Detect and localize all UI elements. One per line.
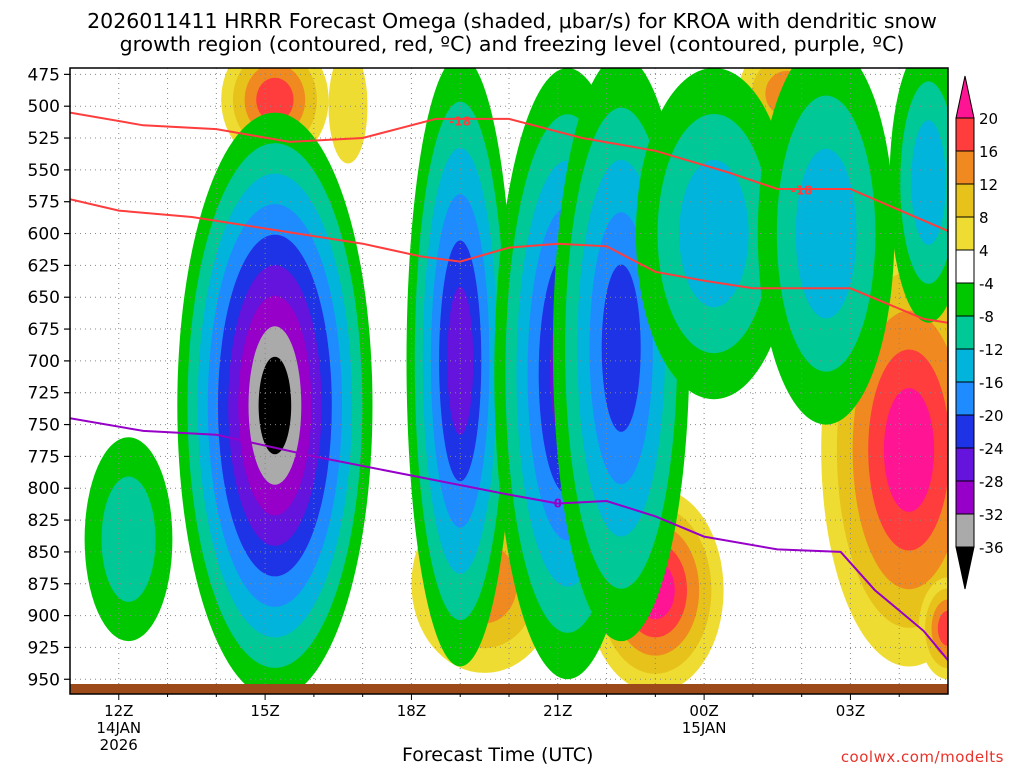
colorbar-label: 16 [979, 143, 998, 161]
y-tick-label: 525 [28, 129, 60, 149]
omega-contour-band [883, 388, 935, 512]
colorbar-swatch [955, 381, 975, 416]
contour-label: 0 [554, 497, 562, 511]
colorbar-label: 12 [979, 176, 998, 194]
y-tick-label: 950 [28, 670, 60, 690]
credit-text: coolwx.com/modelts [840, 748, 1004, 766]
temperature-contours: -18 -18 0 [70, 111, 948, 661]
colorbar-swatch [955, 282, 975, 317]
colorbar-label: -8 [979, 308, 994, 326]
y-tick-label: 625 [28, 256, 60, 276]
colorbar-label: 8 [979, 209, 989, 227]
y-tick-label: 650 [28, 288, 60, 308]
y-axis: 475 500 525 550 575 600 625 650 675 700 725 750 775 8… [28, 65, 70, 690]
y-tick-label: 925 [28, 638, 60, 658]
colorbar-swatch [955, 183, 975, 218]
colorbar-swatch [955, 513, 975, 548]
colorbar-swatch [955, 249, 975, 284]
omega-contour-band [101, 476, 156, 602]
chart-title-line1: 2026011411 HRRR Forecast Omega (shaded, … [87, 9, 937, 33]
x-tick-label: 00Z [689, 702, 718, 720]
omega-contour-band [258, 356, 292, 455]
colorbar-arrow-bottom [955, 546, 975, 590]
y-tick-label: 775 [28, 447, 60, 467]
freezing-level-contour [70, 417, 948, 661]
colorbar-swatch [955, 414, 975, 449]
omega-contour-band [328, 68, 368, 164]
x-tick-label: 18Z [397, 702, 426, 720]
chart-title-line2: growth region (contoured, red, ºC) and f… [119, 32, 905, 56]
y-tick-label: 575 [28, 193, 60, 213]
y-tick-label: 875 [28, 575, 60, 595]
grid-lines [70, 68, 948, 692]
colorbar-label: 20 [979, 110, 998, 128]
colorbar-label: -16 [979, 374, 1004, 392]
y-tick-label: 475 [28, 65, 60, 85]
omega-contour-band [795, 148, 857, 319]
omega-contour-band [911, 120, 946, 245]
y-tick-label: 675 [28, 320, 60, 340]
colorbar-arrow-top [955, 75, 975, 119]
colorbar-label: -20 [979, 407, 1004, 425]
omega-shaded-field [84, 68, 948, 692]
omega-contour-band [601, 264, 641, 432]
ground-surface [70, 684, 948, 694]
dgz-bottom-contour [70, 198, 948, 324]
colorbar-label: -12 [979, 341, 1004, 359]
y-tick-label: 725 [28, 384, 60, 404]
colorbar-label: -24 [979, 440, 1004, 458]
colorbar-swatch [955, 447, 975, 482]
y-tick-label: 500 [28, 97, 60, 117]
x-tick-label: 21Z [543, 702, 572, 720]
x-axis-label: Forecast Time (UTC) [402, 744, 594, 766]
colorbar-swatch [955, 315, 975, 350]
y-tick-label: 750 [28, 416, 60, 436]
x-tick-date-label: 2026 [100, 736, 138, 754]
x-tick-date-label: 15JAN [682, 719, 727, 737]
y-tick-label: 825 [28, 511, 60, 531]
colorbar-label: -28 [979, 473, 1004, 491]
colorbar-label: -36 [979, 539, 1004, 557]
y-tick-label: 600 [28, 225, 60, 245]
omega-contour-band [679, 160, 749, 308]
colorbar-swatch [955, 348, 975, 383]
y-tick-label: 700 [28, 352, 60, 372]
x-tick-date-label: 14JAN [96, 719, 141, 737]
colorbar-swatch [955, 216, 975, 251]
y-tick-label: 850 [28, 543, 60, 563]
x-tick-label: 03Z [836, 702, 865, 720]
x-tick-label: 12Z [104, 702, 133, 720]
colorbar-legend: 20 16 12 8 4 -4 -8 -12 -16 -20 -24 -28 -32 -36 [955, 75, 1004, 590]
colorbar-label: 4 [979, 242, 989, 260]
dgz-top-contour [70, 111, 948, 232]
contour-label: -18 [791, 183, 813, 197]
y-tick-label: 800 [28, 479, 60, 499]
colorbar-swatch [955, 117, 975, 152]
y-tick-label: 550 [28, 161, 60, 181]
colorbar-label: -4 [979, 275, 994, 293]
colorbar-label: -32 [979, 506, 1004, 524]
y-tick-label: 900 [28, 607, 60, 627]
x-tick-label: 15Z [250, 702, 279, 720]
colorbar-swatch [955, 150, 975, 185]
contour-label: -18 [449, 114, 471, 128]
colorbar-swatch [955, 480, 975, 515]
omega-contour-band [937, 610, 948, 646]
